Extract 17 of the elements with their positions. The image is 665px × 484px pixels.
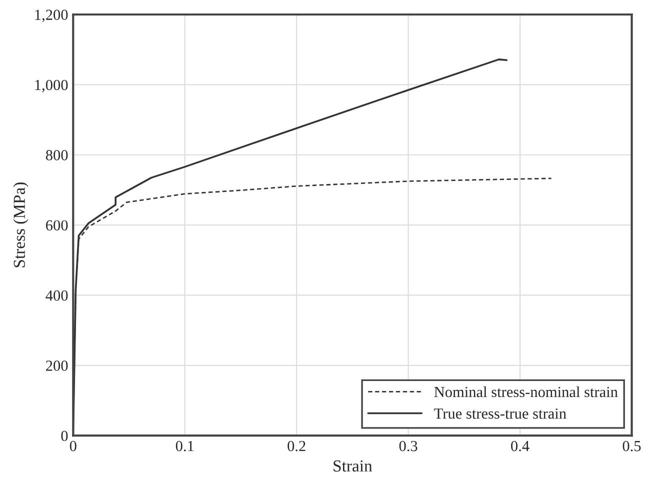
y-tick-label: 600 <box>46 220 68 231</box>
y-tick-label: 1,200 <box>35 10 68 22</box>
x-tick-label: 0 <box>70 440 76 452</box>
x-tick-label: 0.4 <box>511 440 530 452</box>
y-tick-label: 800 <box>46 150 68 160</box>
y-tick-label: 0 <box>61 430 68 442</box>
y-tick-label: 400 <box>46 290 68 301</box>
y-tick-label: 200 <box>46 360 68 371</box>
legend-label: True stress-true strain <box>434 408 566 419</box>
x-tick-label: 0.2 <box>288 440 306 452</box>
legend-label: Nominal stress-nominal strain <box>434 386 618 398</box>
x-tick-label: 0.5 <box>622 440 641 452</box>
x-tick-label: 0.1 <box>176 440 194 452</box>
y-tick-label: 1,000 <box>35 80 68 92</box>
y-axis-title: Stress (MPa) <box>13 182 28 268</box>
x-tick-label: 0.3 <box>399 440 418 452</box>
x-axis-title: Strain <box>334 460 372 472</box>
